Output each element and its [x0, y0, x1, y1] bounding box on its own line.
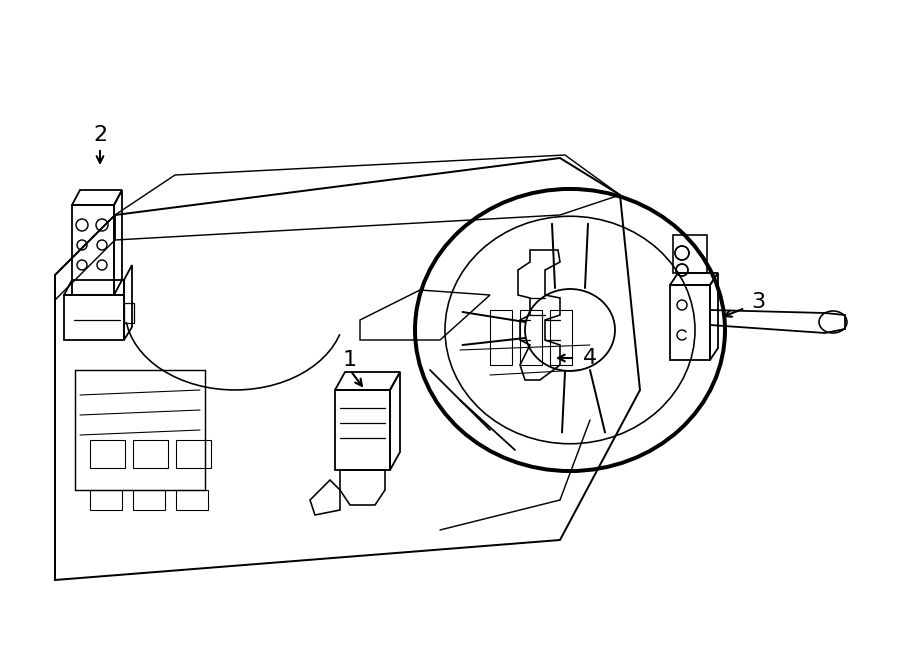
Text: 3: 3	[751, 292, 765, 312]
Bar	[520, 310, 542, 365]
Bar	[670, 285, 710, 360]
Bar	[75, 370, 205, 490]
Text: 2: 2	[93, 125, 107, 145]
Bar	[90, 490, 122, 510]
Bar	[176, 440, 211, 468]
Bar	[133, 490, 165, 510]
Bar	[550, 310, 572, 365]
Bar	[90, 440, 125, 468]
Text: 4: 4	[583, 348, 597, 368]
Bar	[133, 440, 168, 468]
Bar	[124, 303, 134, 323]
Bar	[490, 310, 512, 365]
Bar	[176, 490, 208, 510]
Bar	[335, 390, 390, 470]
Text: 1: 1	[343, 350, 357, 370]
